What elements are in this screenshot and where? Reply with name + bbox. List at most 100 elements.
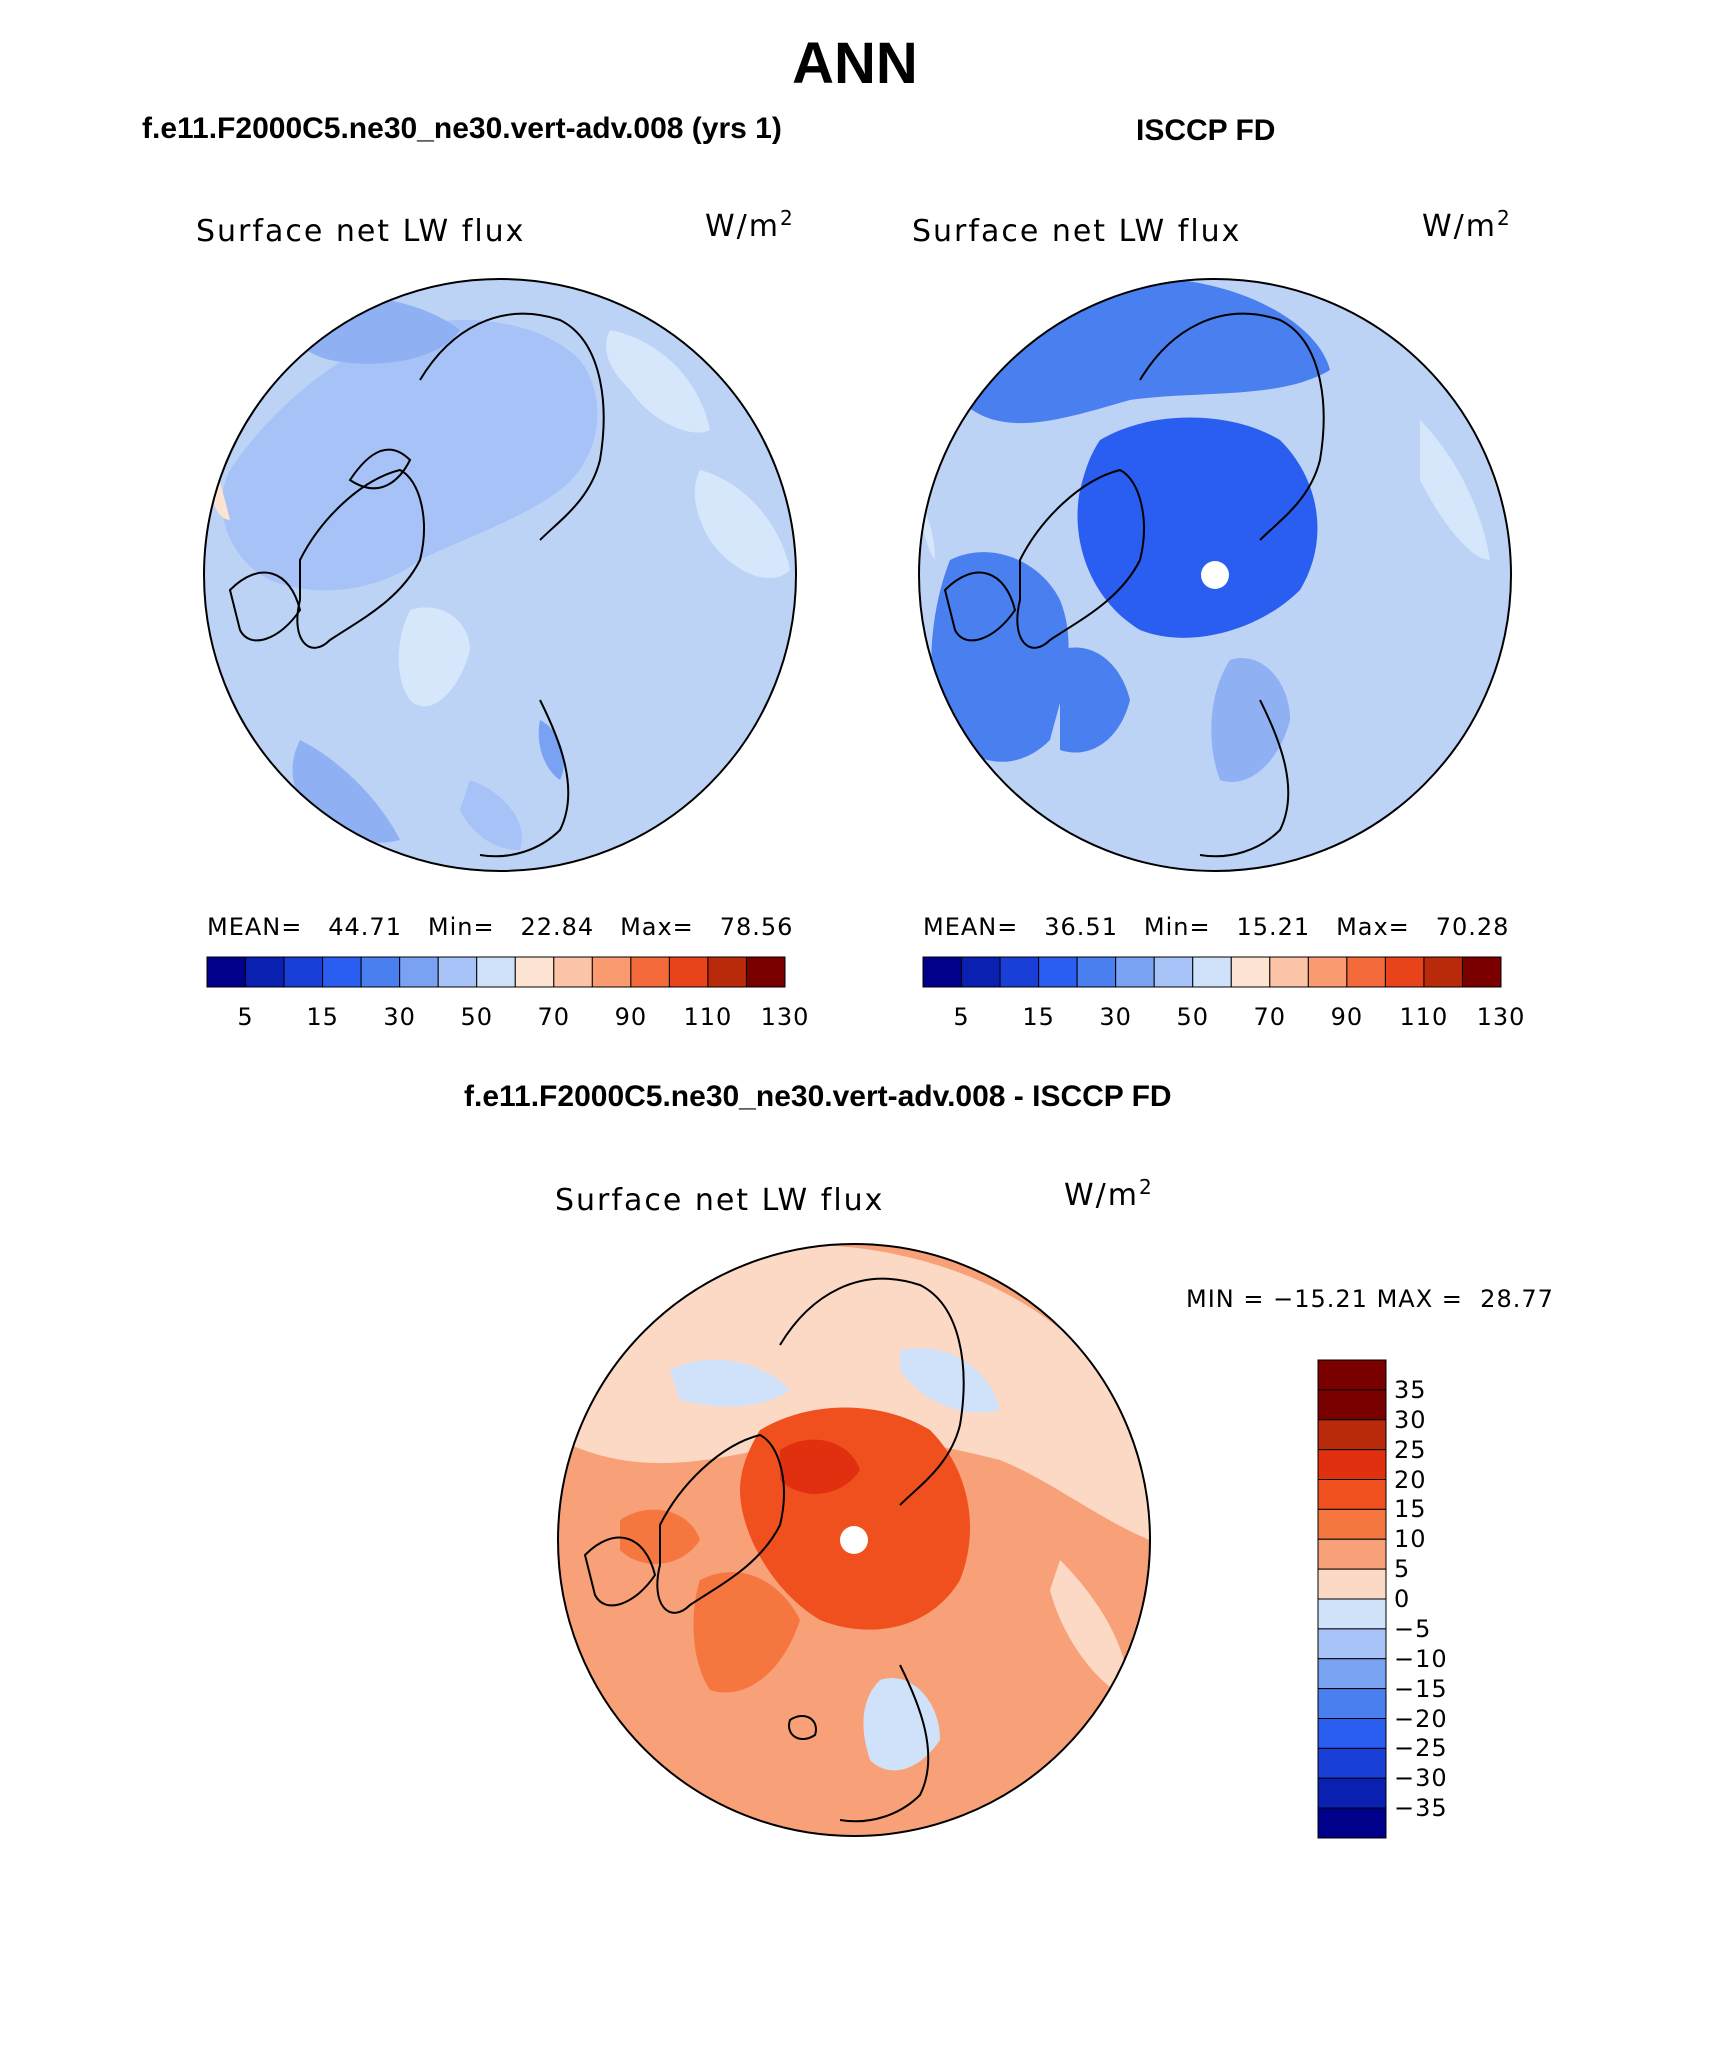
cb-left-swatch — [514, 956, 555, 988]
colorbar-tick-label: 90 — [1330, 1003, 1364, 1031]
right-variable-label: Surface net LW flux — [912, 214, 1242, 249]
cb-right-swatch — [1038, 956, 1078, 988]
colorbar-tick-label: 15 — [1394, 1495, 1427, 1524]
page-title: ANN — [792, 31, 918, 96]
cb-right-swatch — [1346, 956, 1386, 988]
cb-right-swatch — [1307, 956, 1348, 988]
cb-right-swatch — [1153, 956, 1194, 988]
diff-colorbar-swatch — [1317, 1747, 1387, 1779]
diff-colorbar-swatch — [1317, 1718, 1387, 1749]
colorbar-tick-label: 15 — [306, 1003, 339, 1031]
diff-colorbar-swatch — [1317, 1479, 1387, 1510]
diff-coastlines — [583, 1277, 965, 1823]
colorbar-tick-label: 110 — [683, 1003, 733, 1031]
colorbar-tick-label: 50 — [1176, 1003, 1209, 1031]
cb-right-swatch — [1230, 956, 1271, 988]
diff-colorbar-swatch — [1317, 1628, 1387, 1660]
diff-colorbar-swatch — [1317, 1508, 1387, 1540]
colorbar-tick-label: 20 — [1394, 1465, 1427, 1494]
diff-colorbar-swatch — [1317, 1777, 1387, 1809]
cb-left-swatch — [707, 956, 747, 988]
colorbar-tick-label: −15 — [1394, 1674, 1448, 1703]
left-variable-label: Surface net LW flux — [196, 214, 526, 249]
right-map-border — [918, 278, 1512, 872]
diff-colorbar-swatch — [1317, 1658, 1387, 1690]
colorbar-tick-label: −25 — [1394, 1734, 1448, 1763]
colorbar-tick-label: 5 — [1394, 1555, 1411, 1584]
diff-colorbar-swatch — [1317, 1449, 1387, 1480]
colorbar-tick-label: 70 — [537, 1003, 571, 1031]
colorbar-tick-label: 15 — [1022, 1003, 1055, 1031]
left-stats: MEAN= 44.71 Min= 22.84 Max= 78.56 — [207, 913, 794, 941]
cb-right-swatch — [1269, 956, 1309, 988]
cb-right-swatch — [1384, 956, 1425, 988]
diff-colorbar-swatch — [1317, 1419, 1387, 1451]
colorbar-tick-label: 25 — [1394, 1435, 1427, 1464]
diff-colorbar-swatch — [1317, 1568, 1387, 1600]
cb-left-swatch — [553, 956, 593, 988]
colorbar-tick-label: −20 — [1394, 1704, 1448, 1733]
cb-right-swatch — [1423, 956, 1463, 988]
colorbar-tick-label: −5 — [1394, 1614, 1432, 1643]
colorbar-tick-label: −30 — [1394, 1764, 1448, 1793]
left-units-label: W/m2 — [705, 206, 795, 244]
diff-colorbar-swatch — [1317, 1688, 1387, 1719]
colorbar-tick-label: 5 — [953, 1003, 970, 1031]
colorbar-tick-label: 0 — [1394, 1585, 1411, 1613]
cb-left-swatch — [745, 956, 786, 988]
left-coastlines — [228, 312, 605, 858]
colorbar-tick-label: −35 — [1394, 1794, 1448, 1823]
colorbar-tick-label: 10 — [1394, 1525, 1427, 1554]
diff-colorbar-swatch — [1317, 1598, 1387, 1630]
diff-pole-marker — [840, 1526, 868, 1554]
diff-units-label: W/m2 — [1064, 1175, 1154, 1213]
cb-left-swatch — [245, 956, 285, 988]
cb-right-swatch — [1192, 956, 1232, 988]
cb-right-swatch — [999, 956, 1040, 988]
colorbar-tick-label: 70 — [1253, 1003, 1287, 1031]
left-colorbar — [206, 956, 786, 988]
cb-right-swatch — [1115, 956, 1155, 988]
colorbar-tick-label: 30 — [1394, 1405, 1427, 1434]
cb-left-swatch — [283, 956, 324, 988]
colorbar-tick-label: −10 — [1394, 1644, 1448, 1673]
right-polar-map — [919, 279, 1511, 871]
colorbar-tick-label: 30 — [383, 1003, 416, 1031]
left-panel-title: f.e11.F2000C5.ne30_ne30.vert-adv.008 (yr… — [142, 112, 782, 145]
colorbar-tick-label: 5 — [237, 1003, 254, 1031]
cb-right-swatch — [1076, 956, 1117, 988]
right-colorbar — [922, 956, 1502, 988]
cb-left-swatch — [399, 956, 439, 988]
diff-map-border — [557, 1243, 1151, 1837]
right-coastlines — [943, 312, 1325, 858]
right-panel-title: ISCCP FD — [1136, 114, 1276, 147]
colorbar-tick-label: 130 — [1476, 1003, 1526, 1031]
colorbar-tick-label: 130 — [760, 1003, 810, 1031]
cb-left-swatch — [476, 956, 516, 988]
diff-colorbar-swatch — [1317, 1807, 1387, 1839]
cb-right-swatch — [922, 956, 963, 988]
diff-colorbar — [1317, 1359, 1387, 1839]
right-units-label: W/m2 — [1422, 206, 1512, 244]
cb-left-swatch — [668, 956, 709, 988]
diff-colorbar-swatch — [1317, 1359, 1387, 1391]
colorbar-tick-label: 50 — [460, 1003, 493, 1031]
left-polar-map — [204, 279, 796, 871]
diff-minmax: MIN = −15.21 MAX = 28.77 — [1186, 1285, 1554, 1313]
colorbar-tick-label: 35 — [1394, 1375, 1427, 1404]
cb-right-swatch — [961, 956, 1001, 988]
diff-variable-label: Surface net LW flux — [555, 1183, 885, 1218]
diff-colorbar-swatch — [1317, 1538, 1387, 1570]
left-map-border — [203, 278, 797, 872]
cb-left-swatch — [360, 956, 401, 988]
right-stats: MEAN= 36.51 Min= 15.21 Max= 70.28 — [923, 913, 1510, 941]
diff-panel-title: f.e11.F2000C5.ne30_ne30.vert-adv.008 - I… — [464, 1080, 1172, 1113]
colorbar-tick-label: 90 — [614, 1003, 648, 1031]
right-pole-marker — [1201, 561, 1229, 589]
cb-left-swatch — [437, 956, 478, 988]
colorbar-tick-label: 110 — [1399, 1003, 1449, 1031]
diff-colorbar-swatch — [1317, 1389, 1387, 1421]
cb-right-swatch — [1461, 956, 1502, 988]
cb-left-swatch — [591, 956, 632, 988]
cb-left-swatch — [630, 956, 670, 988]
